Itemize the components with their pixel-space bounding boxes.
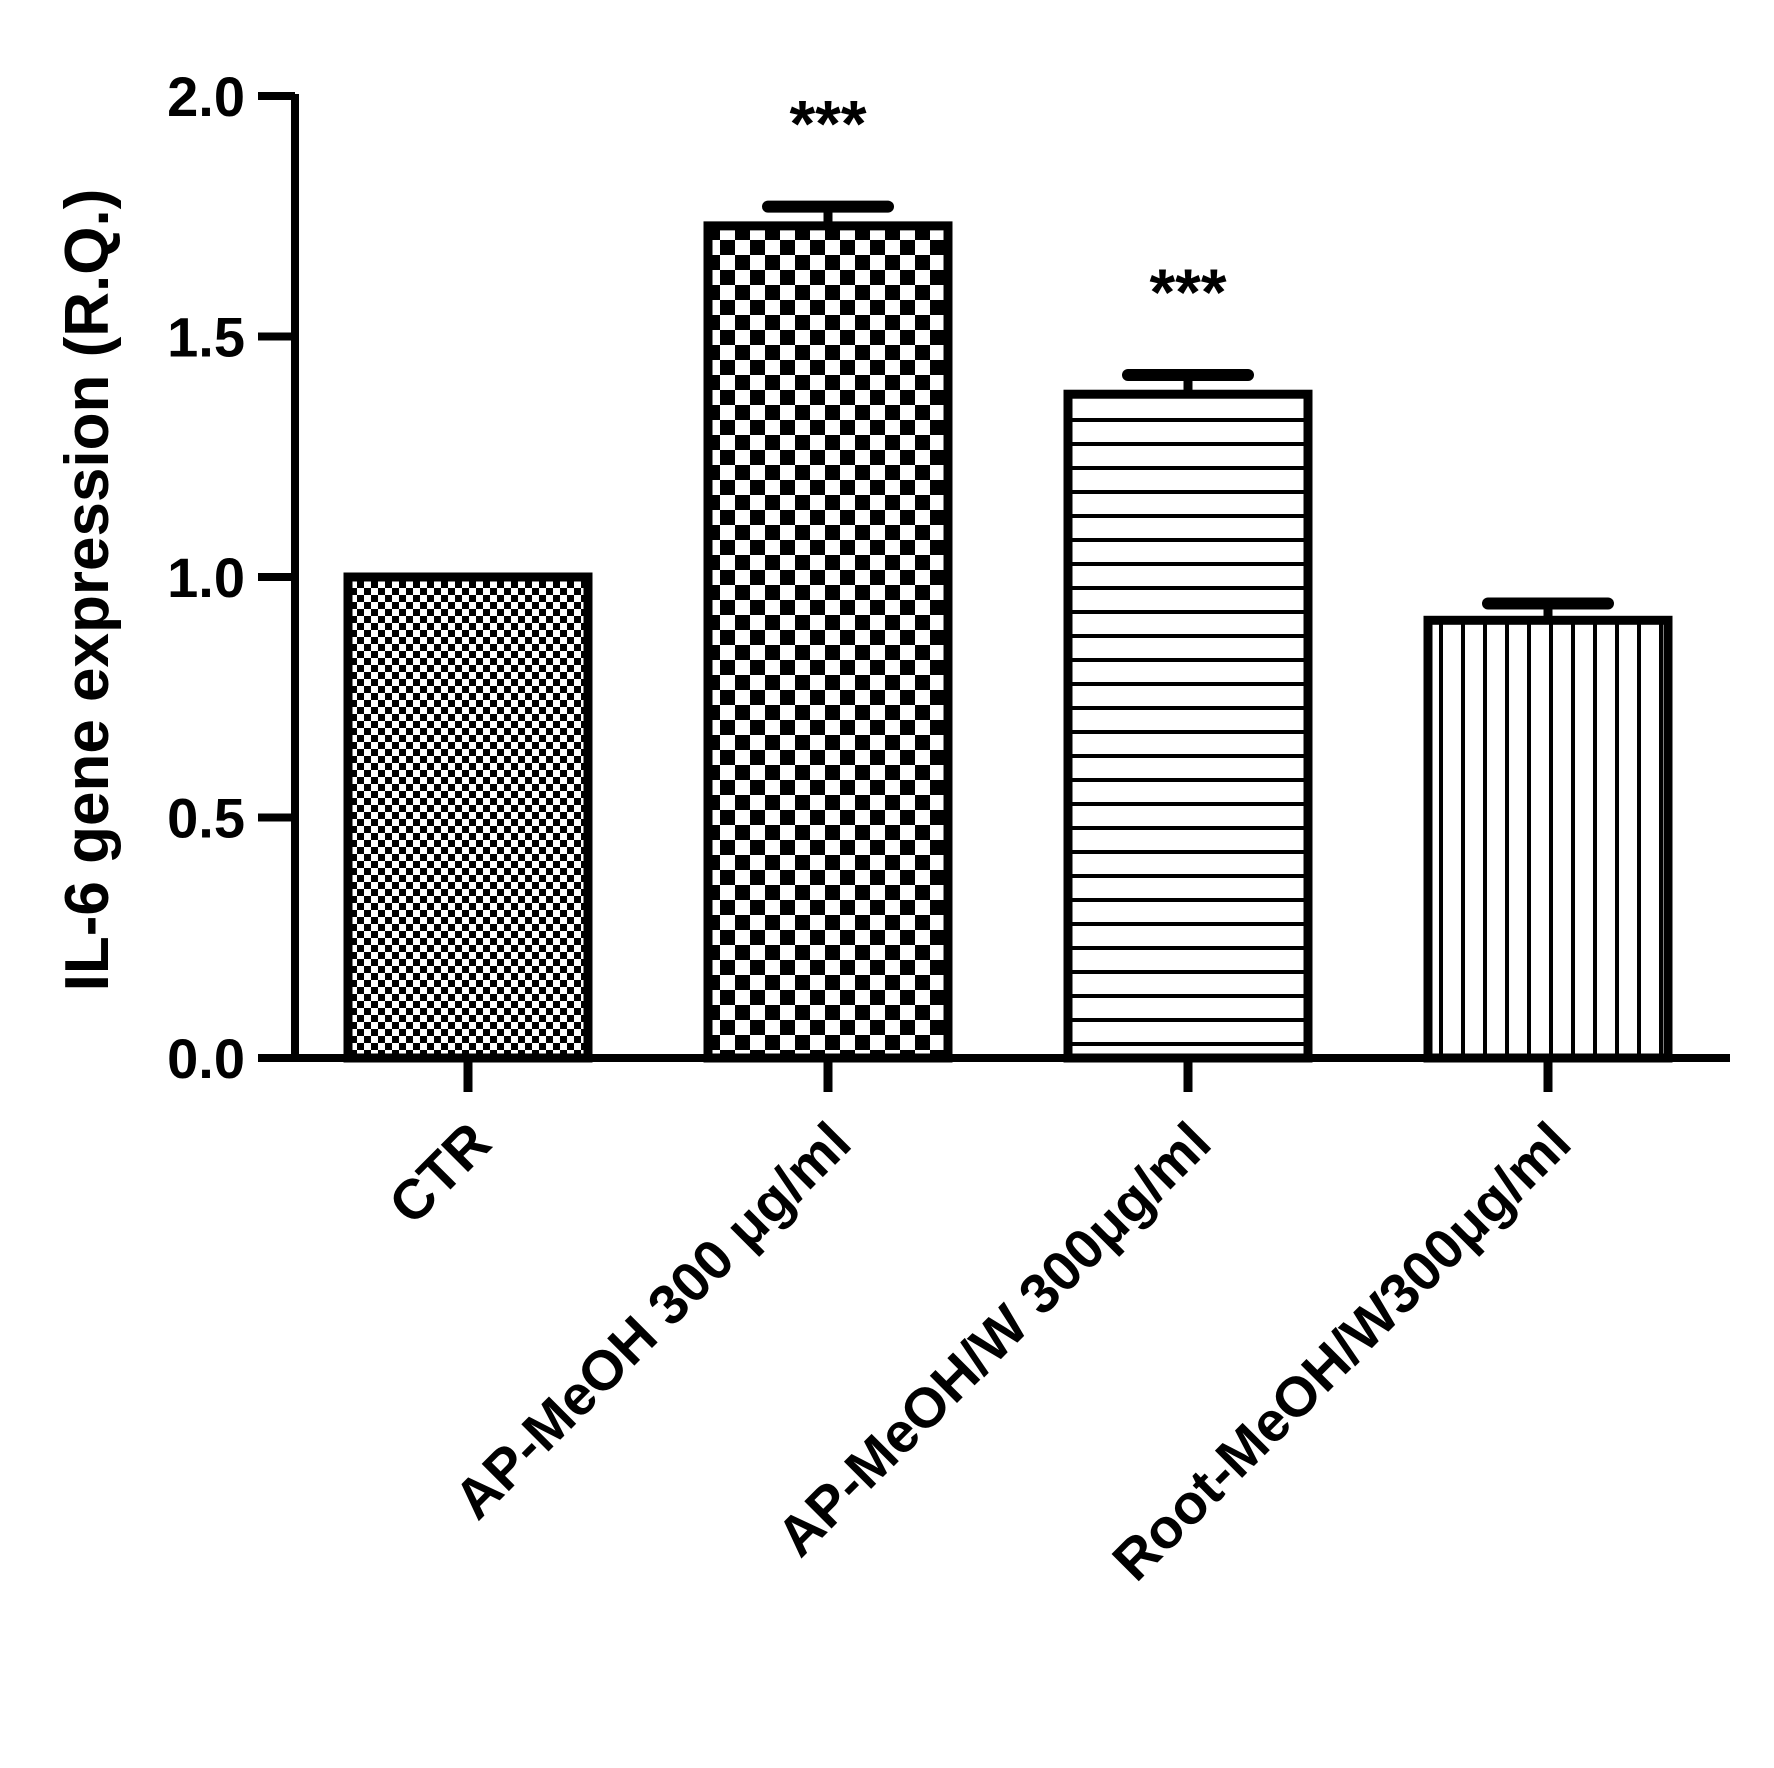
bar	[343, 572, 593, 1063]
y-axis-ticks: 0.0 0.5 1.0 1.5 2.0	[167, 65, 295, 1090]
y-tick-label: 1.5	[167, 306, 245, 369]
significance-label: ***	[1149, 255, 1226, 329]
significance-annotations: *** ***	[789, 87, 1226, 329]
bars	[343, 221, 1673, 1063]
bar	[1063, 389, 1313, 1063]
y-axis-label: IL-6 gene expression (R.Q.)	[53, 189, 122, 992]
significance-label: ***	[789, 87, 866, 161]
error-bars	[762, 200, 1614, 621]
y-tick-label: 2.0	[167, 65, 245, 128]
x-tick-label: CTR	[377, 1110, 503, 1236]
bar	[1423, 615, 1673, 1063]
x-tick-label: AP-MeOH 300 μg/ml	[442, 1110, 863, 1531]
y-tick-label: 0.0	[167, 1027, 245, 1090]
y-tick-label: 0.5	[167, 787, 245, 850]
bar	[703, 221, 953, 1063]
y-tick-label: 1.0	[167, 546, 245, 609]
